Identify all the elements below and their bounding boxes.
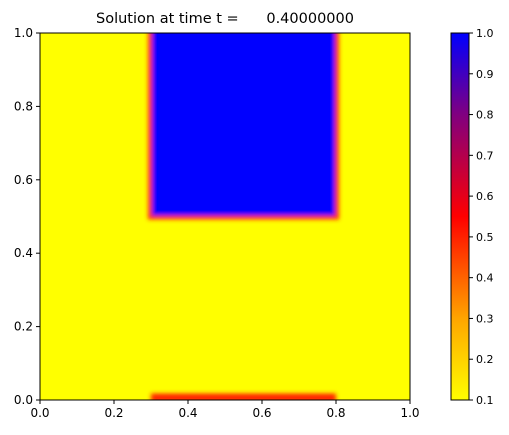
- colorbar: 0.1 0.2 0.3 0.4 0.5 0.6 0.7 0.8 0.9 1.0: [450, 27, 494, 407]
- chart-title: Solution at time t = 0.40000000: [96, 11, 354, 27]
- colorbar-tick-label: 1.0: [476, 27, 494, 40]
- colorbar-tick-label: 0.9: [476, 68, 494, 81]
- x-tick-label: 0.8: [326, 406, 345, 420]
- y-tick-label: 0.8: [14, 99, 33, 113]
- colorbar-tick-label: 0.3: [476, 312, 494, 325]
- y-axis: 0.0 0.2 0.4 0.6 0.8 1.0: [14, 26, 40, 407]
- plot-area: [40, 33, 410, 400]
- x-tick-label: 0.2: [104, 406, 123, 420]
- colorbar-tick-label: 0.7: [476, 149, 494, 162]
- y-tick-label: 0.4: [14, 246, 33, 260]
- x-tick-label: 0.6: [252, 406, 271, 420]
- y-tick-label: 0.0: [14, 393, 33, 407]
- region-bottom-edge-band: [151, 393, 336, 400]
- y-tick-label: 0.2: [14, 320, 33, 334]
- colorbar-frame: [450, 32, 470, 401]
- colorbar-tick-label: 0.4: [476, 272, 494, 285]
- x-tick-label: 0.0: [30, 406, 49, 420]
- x-tick-label: 0.4: [178, 406, 197, 420]
- x-axis: 0.0 0.2 0.4 0.6 0.8 1.0: [30, 400, 420, 420]
- plot-frame: [39, 32, 411, 401]
- colorbar-tick-label: 0.2: [476, 353, 494, 366]
- y-tick-label: 1.0: [14, 26, 33, 40]
- colorbar-gradient: [451, 33, 469, 400]
- colorbar-tick-label: 0.8: [476, 109, 494, 122]
- colorbar-tick-label: 0.1: [476, 394, 494, 407]
- region-high-region: [152, 33, 335, 216]
- colorbar-tick-label: 0.6: [476, 190, 494, 203]
- y-tick-label: 0.6: [14, 173, 33, 187]
- colorbar-tick-label: 0.5: [476, 231, 494, 244]
- x-tick-label: 1.0: [400, 406, 419, 420]
